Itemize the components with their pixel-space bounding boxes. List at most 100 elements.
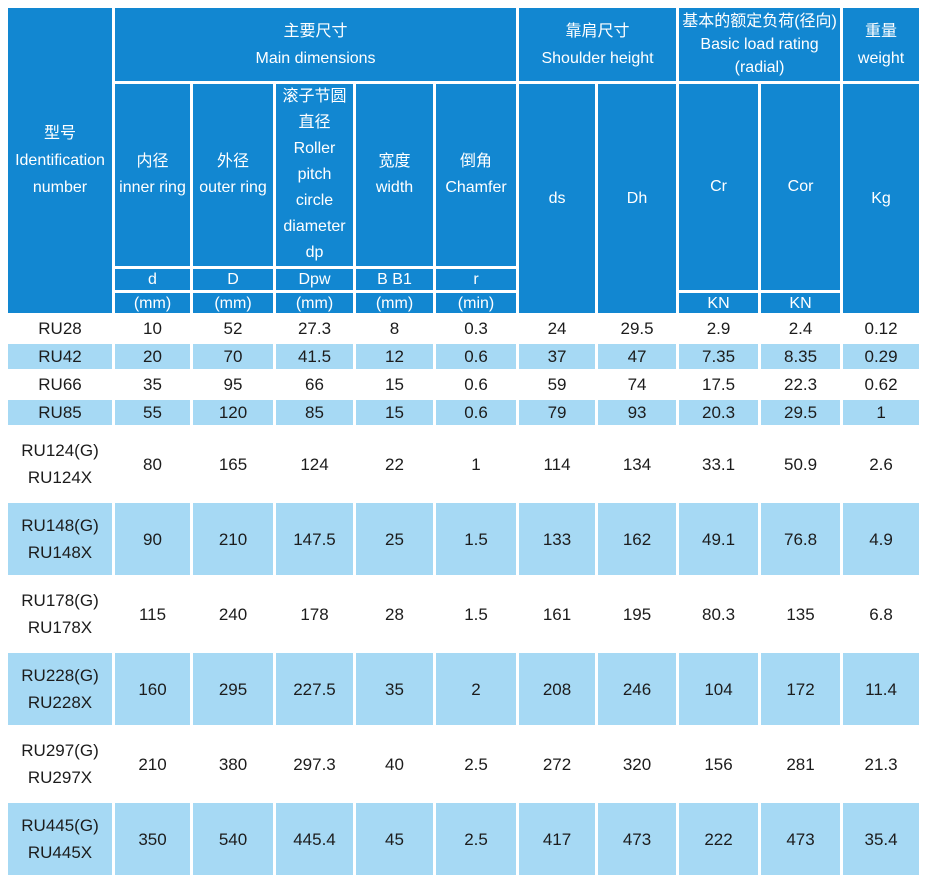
cell-dpw: 297.3 [276,728,353,800]
basic-load-zh: 基本的额定负荷(径向) [682,13,837,30]
col-header-identification: 型号 Identification number [8,8,112,313]
col-header-chamfer: 倒角 Chamfer [436,84,517,266]
cell-b: 15 [356,372,433,397]
bearing-dimensions-table: 型号 Identification number 主要尺寸 Main dimen… [5,5,922,878]
cell-ds: 417 [519,803,596,875]
group-header-basic-load-rating: 基本的额定负荷(径向) Basic load rating (radial) [679,8,841,81]
cell-ds: 59 [519,372,596,397]
cell-cor: 22.3 [761,372,841,397]
cell-kg: 21.3 [843,728,920,800]
cell-d: 350 [115,803,190,875]
cell-dh: 320 [598,728,677,800]
main-dimensions-en: Main dimensions [255,49,376,67]
model-cell: RU228(G) RU228X [8,653,112,725]
unit-cor-kn: KN [761,293,841,313]
outer-ring-zh: 外径 [216,153,249,170]
cell-cor: 473 [761,803,841,875]
cell-r: 0.6 [436,344,517,369]
cell-dh: 473 [598,803,677,875]
model-name: RU445(G) [21,816,99,835]
cell-kg: 0.29 [843,344,920,369]
cell-r: 2.5 [436,803,517,875]
model-name: RU66 [38,375,82,394]
cell-dh: 162 [598,503,677,575]
cell-D: 295 [193,653,273,725]
shoulder-height-zh: 靠肩尺寸 [565,22,630,40]
cell-ds: 37 [519,344,596,369]
cell-b: 12 [356,344,433,369]
cell-dpw: 445.4 [276,803,353,875]
cell-cr: 80.3 [679,578,759,650]
cell-dh: 93 [598,400,677,425]
model-cell: RU42 [8,344,112,369]
col-header-outer-ring: 外径 outer ring [193,84,273,266]
table-row-ru297: RU297(G) RU297X 210 380 297.3 40 2.5 272… [8,728,920,800]
model-name: RU28 [38,319,82,338]
cell-b: 22 [356,428,433,500]
group-header-main-dimensions: 主要尺寸 Main dimensions [115,8,517,81]
cell-dpw: 178 [276,578,353,650]
chamfer-en: Chamfer [445,179,507,196]
model-name: RU124(G) [21,441,99,460]
model-cell: RU445(G) RU445X [8,803,112,875]
cell-cr: 17.5 [679,372,759,397]
cell-cr: 33.1 [679,428,759,500]
cell-D: 380 [193,728,273,800]
model-name-variant: RU228X [27,693,93,712]
width-en: width [375,179,414,196]
model-name-variant: RU445X [27,843,93,862]
cell-dpw: 124 [276,428,353,500]
cell-dpw: 66 [276,372,353,397]
table-row-ru85: RU85 55 120 85 15 0.6 79 93 20.3 29.5 1 [8,400,920,425]
cell-d: 20 [115,344,190,369]
cell-dpw: 85 [276,400,353,425]
model-name: RU148(G) [21,516,99,535]
cell-cor: 172 [761,653,841,725]
symbol-b-b1: B B1 [356,269,433,290]
cell-kg: 11.4 [843,653,920,725]
table-row-ru28: RU28 10 52 27.3 8 0.3 24 29.5 2.9 2.4 0.… [8,316,920,341]
cell-D: 165 [193,428,273,500]
cell-cr: 2.9 [679,316,759,341]
cell-D: 52 [193,316,273,341]
cell-r: 2 [436,653,517,725]
cell-D: 120 [193,400,273,425]
cell-D: 70 [193,344,273,369]
shoulder-height-en: Shoulder height [541,49,654,67]
cell-r: 0.6 [436,400,517,425]
basic-load-en2: (radial) [734,59,785,76]
col-header-inner-ring: 内径 inner ring [115,84,190,266]
main-dimensions-zh: 主要尺寸 [283,22,348,40]
col-header-roller-pitch-diameter: 滚子节圆直径 Roller pitch circle diameter dp [276,84,353,266]
header-symbol-row: d D Dpw B B1 r [8,269,919,290]
cell-dh: 74 [598,372,677,397]
col-header-cr: Cr [679,84,759,290]
symbol-dpw: Dpw [276,269,353,290]
cell-r: 1.5 [436,503,517,575]
cell-cr: 222 [679,803,759,875]
model-name: RU178(G) [21,591,99,610]
cell-b: 8 [356,316,433,341]
symbol-d: d [115,269,190,290]
cell-r: 1 [436,428,517,500]
table-row-ru124: RU124(G) RU124X 80 165 124 22 1 114 134 … [8,428,920,500]
width-zh: 宽度 [378,153,411,170]
cell-cor: 50.9 [761,428,841,500]
model-cell: RU28 [8,316,112,341]
model-name-variant: RU178X [27,618,93,637]
cell-cr: 156 [679,728,759,800]
cell-kg: 6.8 [843,578,920,650]
cell-cr: 49.1 [679,503,759,575]
cell-D: 540 [193,803,273,875]
cell-dpw: 41.5 [276,344,353,369]
symbol-r: r [436,269,517,290]
cell-kg: 4.9 [843,503,920,575]
col-header-width: 宽度 width [356,84,433,266]
model-cell: RU148(G) RU148X [8,503,112,575]
model-name: RU297(G) [21,741,99,760]
cell-cor: 29.5 [761,400,841,425]
cell-b: 40 [356,728,433,800]
cell-cor: 281 [761,728,841,800]
identification-label-zh: 型号 [43,125,76,142]
